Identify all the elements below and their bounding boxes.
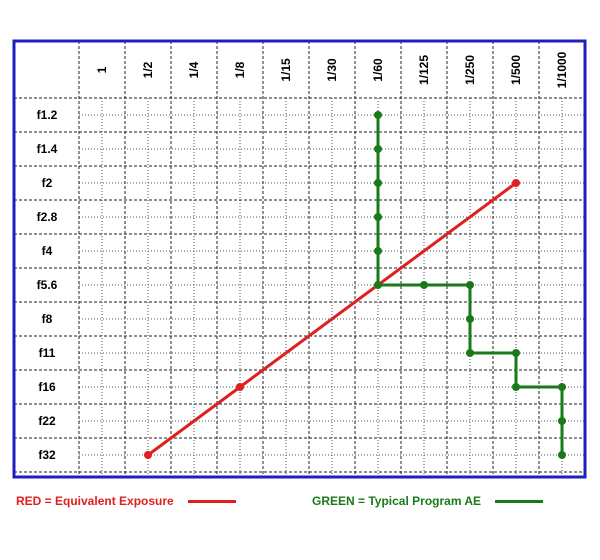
y-tick-label: f1.4 [37, 142, 58, 156]
data-point [374, 247, 382, 255]
data-point [236, 383, 244, 391]
legend-red-swatch [187, 499, 236, 503]
y-tick-label: f2.8 [37, 210, 58, 224]
series-red [144, 179, 520, 459]
y-tick-label: f2 [42, 176, 53, 190]
y-tick-label: f5.6 [37, 278, 58, 292]
x-tick-label: 1/1000 [555, 51, 569, 88]
data-point [558, 383, 566, 391]
x-tick-label: 1/2 [141, 61, 155, 78]
data-point [466, 281, 474, 289]
data-point [512, 349, 520, 357]
series-lines [144, 111, 566, 459]
y-tick-label: f32 [38, 448, 56, 462]
x-tick-labels: 1 1/2 1/4 1/8 1/15 1/30 1/60 1/125 1/250 1/500 1/1… [95, 51, 569, 88]
x-tick-label: 1/500 [509, 55, 523, 85]
x-tick-label: 1/60 [371, 58, 385, 82]
x-tick-label: 1/8 [233, 61, 247, 78]
data-point [374, 281, 382, 289]
y-tick-label: f11 [39, 346, 56, 360]
x-tick-label: 1/4 [187, 61, 201, 78]
legend-red-label: RED = Equivalent Exposure [16, 494, 174, 508]
y-tick-label: f1.2 [37, 108, 58, 122]
y-tick-label: f22 [38, 414, 56, 428]
legend-green: GREEN = Typical Program AE [312, 494, 544, 508]
y-tick-labels: f1.2 f1.4 f2 f2.8 f4 f5.6 f8 f11 f16 f22 f32 [37, 108, 58, 462]
data-point [374, 145, 382, 153]
data-point [558, 451, 566, 459]
grid [14, 41, 586, 477]
data-point [144, 451, 152, 459]
y-tick-label: f8 [42, 312, 53, 326]
legend-green-label: GREEN = Typical Program AE [312, 494, 482, 508]
x-tick-label: 1 [95, 66, 109, 73]
data-point [420, 281, 428, 289]
data-point [466, 349, 474, 357]
legend-red: RED = Equivalent Exposure [16, 494, 236, 508]
exposure-chart: 1 1/2 1/4 1/8 1/15 1/30 1/60 1/125 1/250 1/500 1/1… [12, 39, 587, 479]
y-tick-label: f4 [42, 244, 53, 258]
y-tick-label: f16 [38, 380, 56, 394]
x-tick-label: 1/15 [279, 58, 293, 82]
data-point [466, 315, 474, 323]
legend-green-swatch [495, 499, 544, 503]
x-tick-label: 1/30 [325, 58, 339, 82]
data-point [374, 179, 382, 187]
data-point [512, 179, 520, 187]
data-point [374, 213, 382, 221]
x-tick-label: 1/125 [417, 55, 431, 85]
chart-frame [12, 39, 587, 479]
series-green [374, 111, 566, 459]
data-point [512, 383, 520, 391]
x-tick-label: 1/250 [463, 55, 477, 85]
data-point [374, 111, 382, 119]
data-point [558, 417, 566, 425]
